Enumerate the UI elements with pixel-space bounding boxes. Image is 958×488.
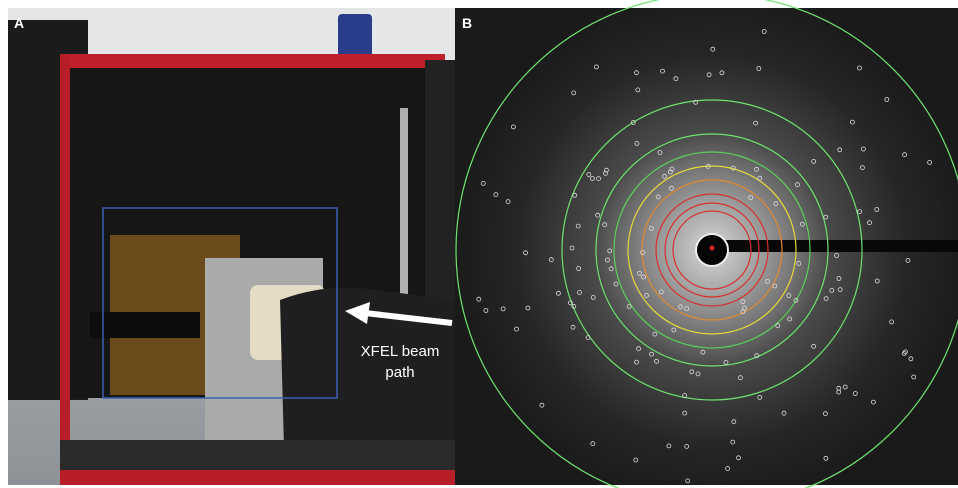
- red-frame-left: [60, 54, 70, 484]
- panel-label: A: [14, 15, 24, 31]
- beam-center: [710, 246, 715, 251]
- panel-a: XFEL beam path A: [8, 8, 455, 485]
- red-frame-bottom: [60, 470, 455, 485]
- annotation: path: [385, 364, 414, 381]
- black-curtain-right: [425, 60, 455, 310]
- beam-pipe: [90, 312, 200, 338]
- beamstop-arm: [712, 240, 958, 252]
- panel-label: B: [462, 15, 472, 31]
- red-frame-top: [60, 54, 445, 68]
- page: XFEL beam path A B (() => { const data =…: [0, 0, 958, 488]
- figure: XFEL beam path A B: [0, 0, 958, 488]
- frame-post: [400, 108, 408, 308]
- panel-b: B: [455, 0, 958, 488]
- annotation: XFEL beam: [361, 343, 440, 360]
